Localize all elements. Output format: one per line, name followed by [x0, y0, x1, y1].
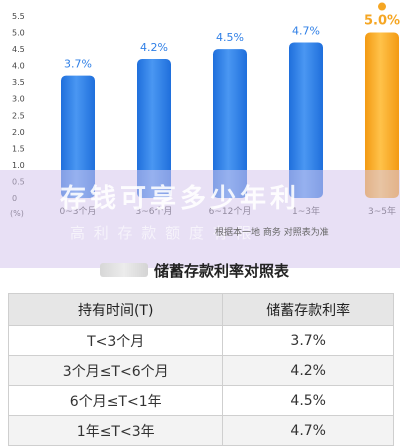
promo-subline: 高 利 存 款 额 度 有 限 [70, 224, 254, 242]
data-label: 5.0% [364, 14, 400, 29]
promo-headline: 存钱可享多少年利 [60, 184, 301, 214]
y-tick-label: 1.0 [12, 161, 25, 170]
table-row: 1年≤T<3年 4.7% [7, 415, 394, 446]
bar [213, 49, 247, 198]
data-label: 4.2% [140, 41, 168, 54]
y-tick-label: 5.0 [12, 29, 25, 38]
cell-rate: 4.5% [222, 385, 394, 416]
bar [61, 75, 95, 198]
cell-rate: 4.7% [222, 415, 394, 446]
cell-period: T<3个月 [7, 325, 224, 356]
data-label: 4.5% [216, 31, 244, 44]
rate-table: 持有时间(T) 储蓄存款利率 T<3个月 3.7% 3个月≤T<6个月 4.2%… [7, 293, 394, 446]
table-row: 6个月≤T<1年 4.5% [7, 385, 394, 416]
bar [137, 59, 171, 198]
promo-overlay-band [0, 170, 400, 268]
y-tick-label: 5.5 [12, 12, 25, 21]
cell-period: 3个月≤T<6个月 [7, 355, 224, 386]
highlight-dot [378, 2, 386, 11]
header-deposit-rate: 储蓄存款利率 [222, 293, 394, 326]
y-tick-label: 3.0 [12, 95, 25, 104]
cell-rate: 3.7% [222, 325, 394, 356]
data-label: 4.7% [292, 24, 320, 37]
rate-bar-chart: 00.51.01.52.02.53.03.54.04.55.05.5(%)3.7… [10, 2, 400, 218]
table-title-row: 储蓄存款利率对照表 [100, 258, 289, 282]
y-tick-label: 4.5 [12, 45, 25, 54]
y-tick-label: 1.5 [12, 144, 25, 153]
source-note: 根据本一地 商务 对照表为准 [215, 228, 329, 238]
header-holding-period: 持有时间(T) [7, 293, 224, 326]
y-tick-label: 2.5 [12, 111, 25, 120]
bar [365, 32, 399, 198]
data-label: 3.7% [64, 58, 92, 71]
y-tick-label: 2.0 [12, 128, 25, 137]
table-title: 储蓄存款利率对照表 [154, 261, 290, 280]
cell-period: 1年≤T<3年 [7, 415, 224, 446]
y-tick-label: 4.0 [12, 62, 25, 71]
cell-period: 6个月≤T<1年 [7, 385, 224, 416]
table-row: T<3个月 3.7% [7, 325, 394, 356]
bar [289, 42, 323, 198]
table-header-row: 持有时间(T) 储蓄存款利率 [7, 293, 394, 326]
blurred-logo [100, 263, 148, 277]
y-tick-label: 3.5 [12, 78, 25, 87]
cell-rate: 4.2% [222, 355, 394, 386]
table-row: 3个月≤T<6个月 4.2% [7, 355, 394, 386]
